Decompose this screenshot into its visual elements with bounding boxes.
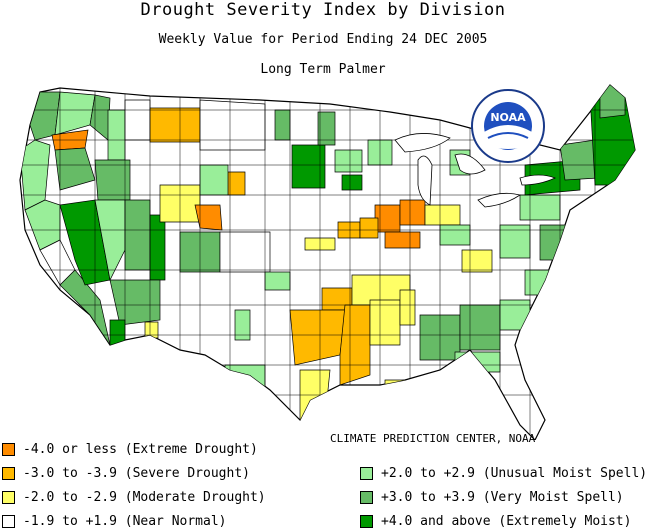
- legend-item-unusual-moist: +2.0 to +2.9 (Unusual Moist Spell): [360, 465, 646, 481]
- noaa-logo: NOAA: [471, 89, 545, 163]
- division-in-north: [424, 204, 461, 226]
- division-id-north: [107, 109, 126, 161]
- legend-item-near-normal: -1.9 to +1.9 (Near Normal): [2, 513, 227, 529]
- division-or-coast: [20, 139, 51, 211]
- division-az-central: [144, 321, 159, 339]
- legend-label: -2.0 to -2.9 (Moderate Drought): [23, 489, 266, 505]
- division-il-central: [359, 217, 379, 239]
- legend-swatch: [360, 466, 373, 480]
- legend-item-very-moist: +3.0 to +3.9 (Very Moist Spell): [360, 489, 624, 505]
- division-tx-west: [224, 364, 266, 396]
- division-mt-west: [124, 99, 151, 141]
- division-oh-south: [439, 224, 471, 246]
- division-mn-central: [317, 111, 336, 146]
- division-co-east: [219, 231, 271, 273]
- division-wy-east: [199, 164, 229, 196]
- legend-swatch: [360, 490, 373, 504]
- legend-swatch: [2, 442, 15, 456]
- credit-line: CLIMATE PREDICTION CENTER, NOAA: [330, 432, 536, 445]
- division-ga-north: [459, 304, 501, 351]
- legend-label: +2.0 to +2.9 (Unusual Moist Spell): [381, 465, 646, 481]
- division-mt-central: [149, 107, 201, 143]
- division-la-north: [369, 299, 401, 346]
- legend-swatch: [2, 514, 15, 528]
- legend-swatch: [360, 514, 373, 528]
- division-sc-central: [499, 299, 531, 331]
- division-fl-panhandle: [454, 351, 501, 373]
- legend-item-extremely-moist: +4.0 and above (Extremely Moist): [360, 513, 631, 529]
- legend-label: +3.0 to +3.9 (Very Moist Spell): [381, 489, 624, 505]
- legend-label: -4.0 or less (Extreme Drought): [23, 441, 258, 457]
- us-outline: [19, 84, 636, 440]
- legend-item-severe-drought: -3.0 to -3.9 (Severe Drought): [2, 465, 250, 481]
- division-nm-southwest: [234, 309, 251, 341]
- division-ky-central: [461, 249, 493, 273]
- division-ca-south: [59, 269, 111, 346]
- division-mt-east: [199, 99, 266, 151]
- division-ny-east: [559, 139, 599, 181]
- division-nv-west: [59, 199, 111, 286]
- division-boundaries: [20, 85, 635, 440]
- division-ia-central: [374, 204, 401, 233]
- division-mn-south: [341, 174, 363, 191]
- division-ut-west: [124, 199, 151, 271]
- division-ms-north: [399, 289, 416, 326]
- division-wy-north: [227, 171, 246, 196]
- division-tx-east: [339, 304, 371, 386]
- great-lakes: [394, 133, 557, 208]
- division-az-north: [109, 279, 161, 326]
- division-mn-west: [334, 149, 363, 173]
- division-me-north: [599, 85, 626, 119]
- map-subtitle: Weekly Value for Period Ending 24 DEC 20…: [158, 32, 488, 47]
- legend-label: -1.9 to +1.9 (Near Normal): [23, 513, 227, 529]
- legend-item-moderate-drought: -2.0 to -2.9 (Moderate Drought): [2, 489, 266, 505]
- us-climate-division-map: [19, 84, 636, 440]
- svg-text:NOAA: NOAA: [490, 111, 526, 124]
- map-title: Drought Severity Index by Division: [140, 0, 506, 20]
- legend-item-extreme-drought: -4.0 or less (Extreme Drought): [2, 441, 258, 457]
- legend-swatch: [2, 466, 15, 480]
- division-sd-west: [274, 109, 291, 141]
- division-pa-central: [519, 194, 561, 221]
- legend-label: +4.0 and above (Extremely Moist): [381, 513, 632, 529]
- division-ok-panhandle: [264, 271, 291, 291]
- division-il-north: [399, 199, 426, 226]
- legend-label: -3.0 to -3.9 (Severe Drought): [23, 465, 250, 481]
- division-mo-north: [384, 231, 421, 249]
- index-name: Long Term Palmer: [260, 62, 386, 77]
- division-nd-east: [291, 144, 326, 189]
- legend-swatch: [2, 490, 15, 504]
